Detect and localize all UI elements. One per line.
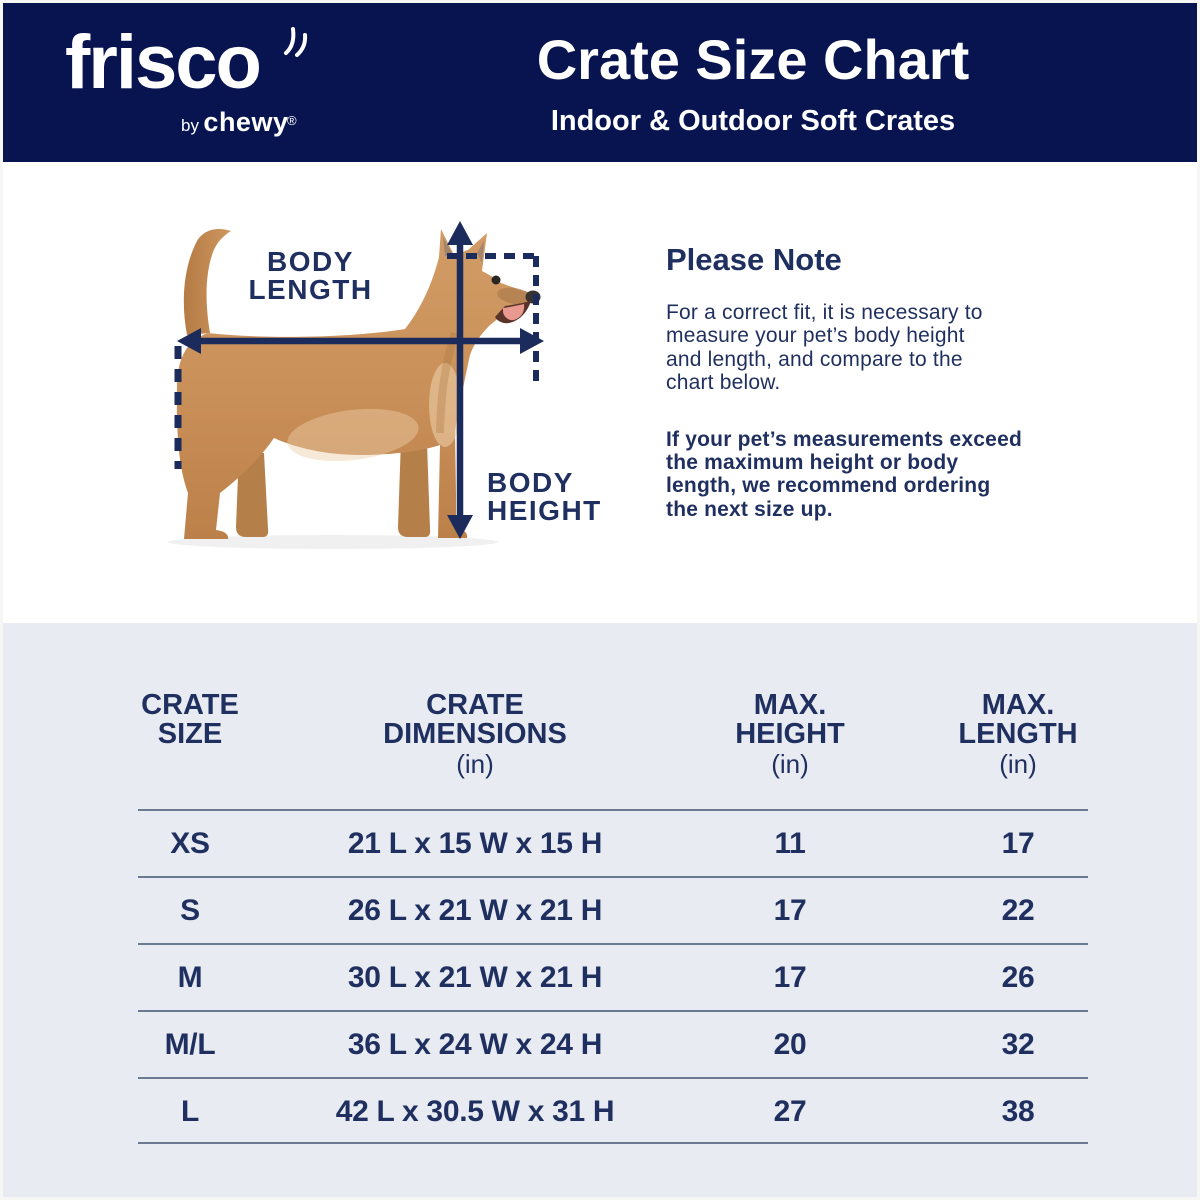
swoosh-icon [284,27,308,57]
header-line: LENGTH [958,718,1078,750]
dog-tongue [503,304,525,321]
table-row-ml: M/L 36 L x 24 W x 24 H 20 32 [138,1010,1088,1077]
note-heading: Please Note [666,242,842,277]
cell-size: XS [170,827,210,860]
cell-dimensions: 26 L x 21 W x 21 H [347,894,603,927]
dog-ear-inner-right [477,241,484,263]
cell-size: L [180,1095,200,1128]
header-line: CRATE [141,689,239,721]
table-row-l: L 42 L x 30.5 W x 31 H 27 38 [138,1077,1088,1144]
header-line: DIMENSIONS [383,718,567,750]
table-row-xs: XS 21 L x 15 W x 15 H 11 17 [138,809,1088,876]
table-row-s: S 26 L x 21 W x 21 H 17 22 [138,876,1088,943]
header-band: frisco ® by chewy Crate Size Chart Indoo… [3,3,1197,162]
cell-max-height: 20 [773,1028,807,1061]
cell-dimensions: 30 L x 21 W x 21 H [347,961,603,994]
column-header-max-height: MAX. HEIGHT (in) [668,691,912,779]
dog-far-hind-leg [236,451,269,537]
byline-by-text: by [181,116,199,135]
table-row-m: M 30 L x 21 W x 21 H 17 26 [138,943,1088,1010]
cell-size: M/L [164,1028,216,1061]
dog-muzzle-shading [497,287,533,305]
logo-byline: by chewy [181,107,288,138]
dog-chest-fur [429,363,461,447]
title-block: Crate Size Chart Indoor & Outdoor Soft C… [443,29,1063,138]
column-header-crate-dimensions: CRATE DIMENSIONS (in) [242,691,708,779]
note-paragraph-2: If your pet’s measurements exceed the ma… [666,427,1022,521]
cell-max-height: 17 [773,961,807,994]
measurement-annotations [174,221,544,539]
cell-max-length: 17 [1001,827,1035,860]
body-height-arrow [447,221,473,539]
header-unit: (in) [999,749,1037,779]
registered-mark: ® [287,113,297,128]
header-unit: (in) [456,749,494,779]
measurement-diagram-section: BODY LENGTH BODY HEIGHT Please Note For … [3,162,1197,623]
dog-body [176,229,537,539]
body-length-line2: LENGTH [248,274,373,305]
body-height-line1: BODY [487,467,574,498]
header-line: MAX. [753,689,827,721]
cell-max-length: 26 [1001,961,1035,994]
header-line: HEIGHT [735,718,845,750]
dog-ear-inner-left [443,237,453,256]
table-header-row: CRATE SIZE CRATE DIMENSIONS (in) MAX. HE… [138,623,1088,809]
cell-max-height: 11 [774,827,806,860]
column-header-max-length: MAX. LENGTH (in) [948,691,1088,779]
cell-size: M [177,961,203,994]
cell-dimensions: 42 L x 30.5 W x 31 H [335,1095,615,1128]
header-line: MAX. [981,689,1055,721]
page-title: Crate Size Chart [536,28,970,91]
dog-belly-fur [287,408,419,462]
please-note-block: Please Note For a correct fit, it is nec… [666,241,1086,521]
chewy-wordmark: chewy [203,107,289,137]
ground-shadow [168,535,498,549]
dog-far-front-leg [398,439,431,537]
cell-dimensions: 36 L x 24 W x 24 H [347,1028,603,1061]
body-length-line1: BODY [267,246,354,277]
column-header-crate-size: CRATE SIZE [138,691,242,749]
frisco-wordmark: frisco [65,20,262,105]
body-length-arrow [177,328,544,354]
frisco-logo: frisco ® by chewy [65,25,345,145]
size-table: CRATE SIZE CRATE DIMENSIONS (in) MAX. HE… [138,623,1088,1144]
dog-tail [183,229,231,335]
header-unit: (in) [771,749,809,779]
cell-max-height: 17 [773,894,807,927]
cell-size: S [180,894,200,927]
frisco-brand-text: frisco ® [65,25,345,128]
header-line: SIZE [157,718,223,750]
header-line: CRATE [426,689,524,721]
dog-photo [168,221,544,549]
size-table-section: CRATE SIZE CRATE DIMENSIONS (in) MAX. HE… [3,623,1197,1197]
body-length-label: BODY LENGTH [208,248,413,304]
cell-max-height: 27 [773,1095,807,1128]
note-paragraph-1: For a correct fit, it is necessary to me… [666,301,983,395]
cell-max-length: 38 [1001,1095,1035,1128]
cell-max-length: 22 [1001,894,1035,927]
cell-dimensions: 21 L x 15 W x 15 H [347,827,603,860]
page-subtitle: Indoor & Outdoor Soft Crates [550,105,956,137]
body-height-label: BODY HEIGHT [487,469,602,525]
dog-eye [491,275,501,285]
cell-max-length: 32 [1001,1028,1035,1061]
body-height-line2: HEIGHT [487,495,602,526]
